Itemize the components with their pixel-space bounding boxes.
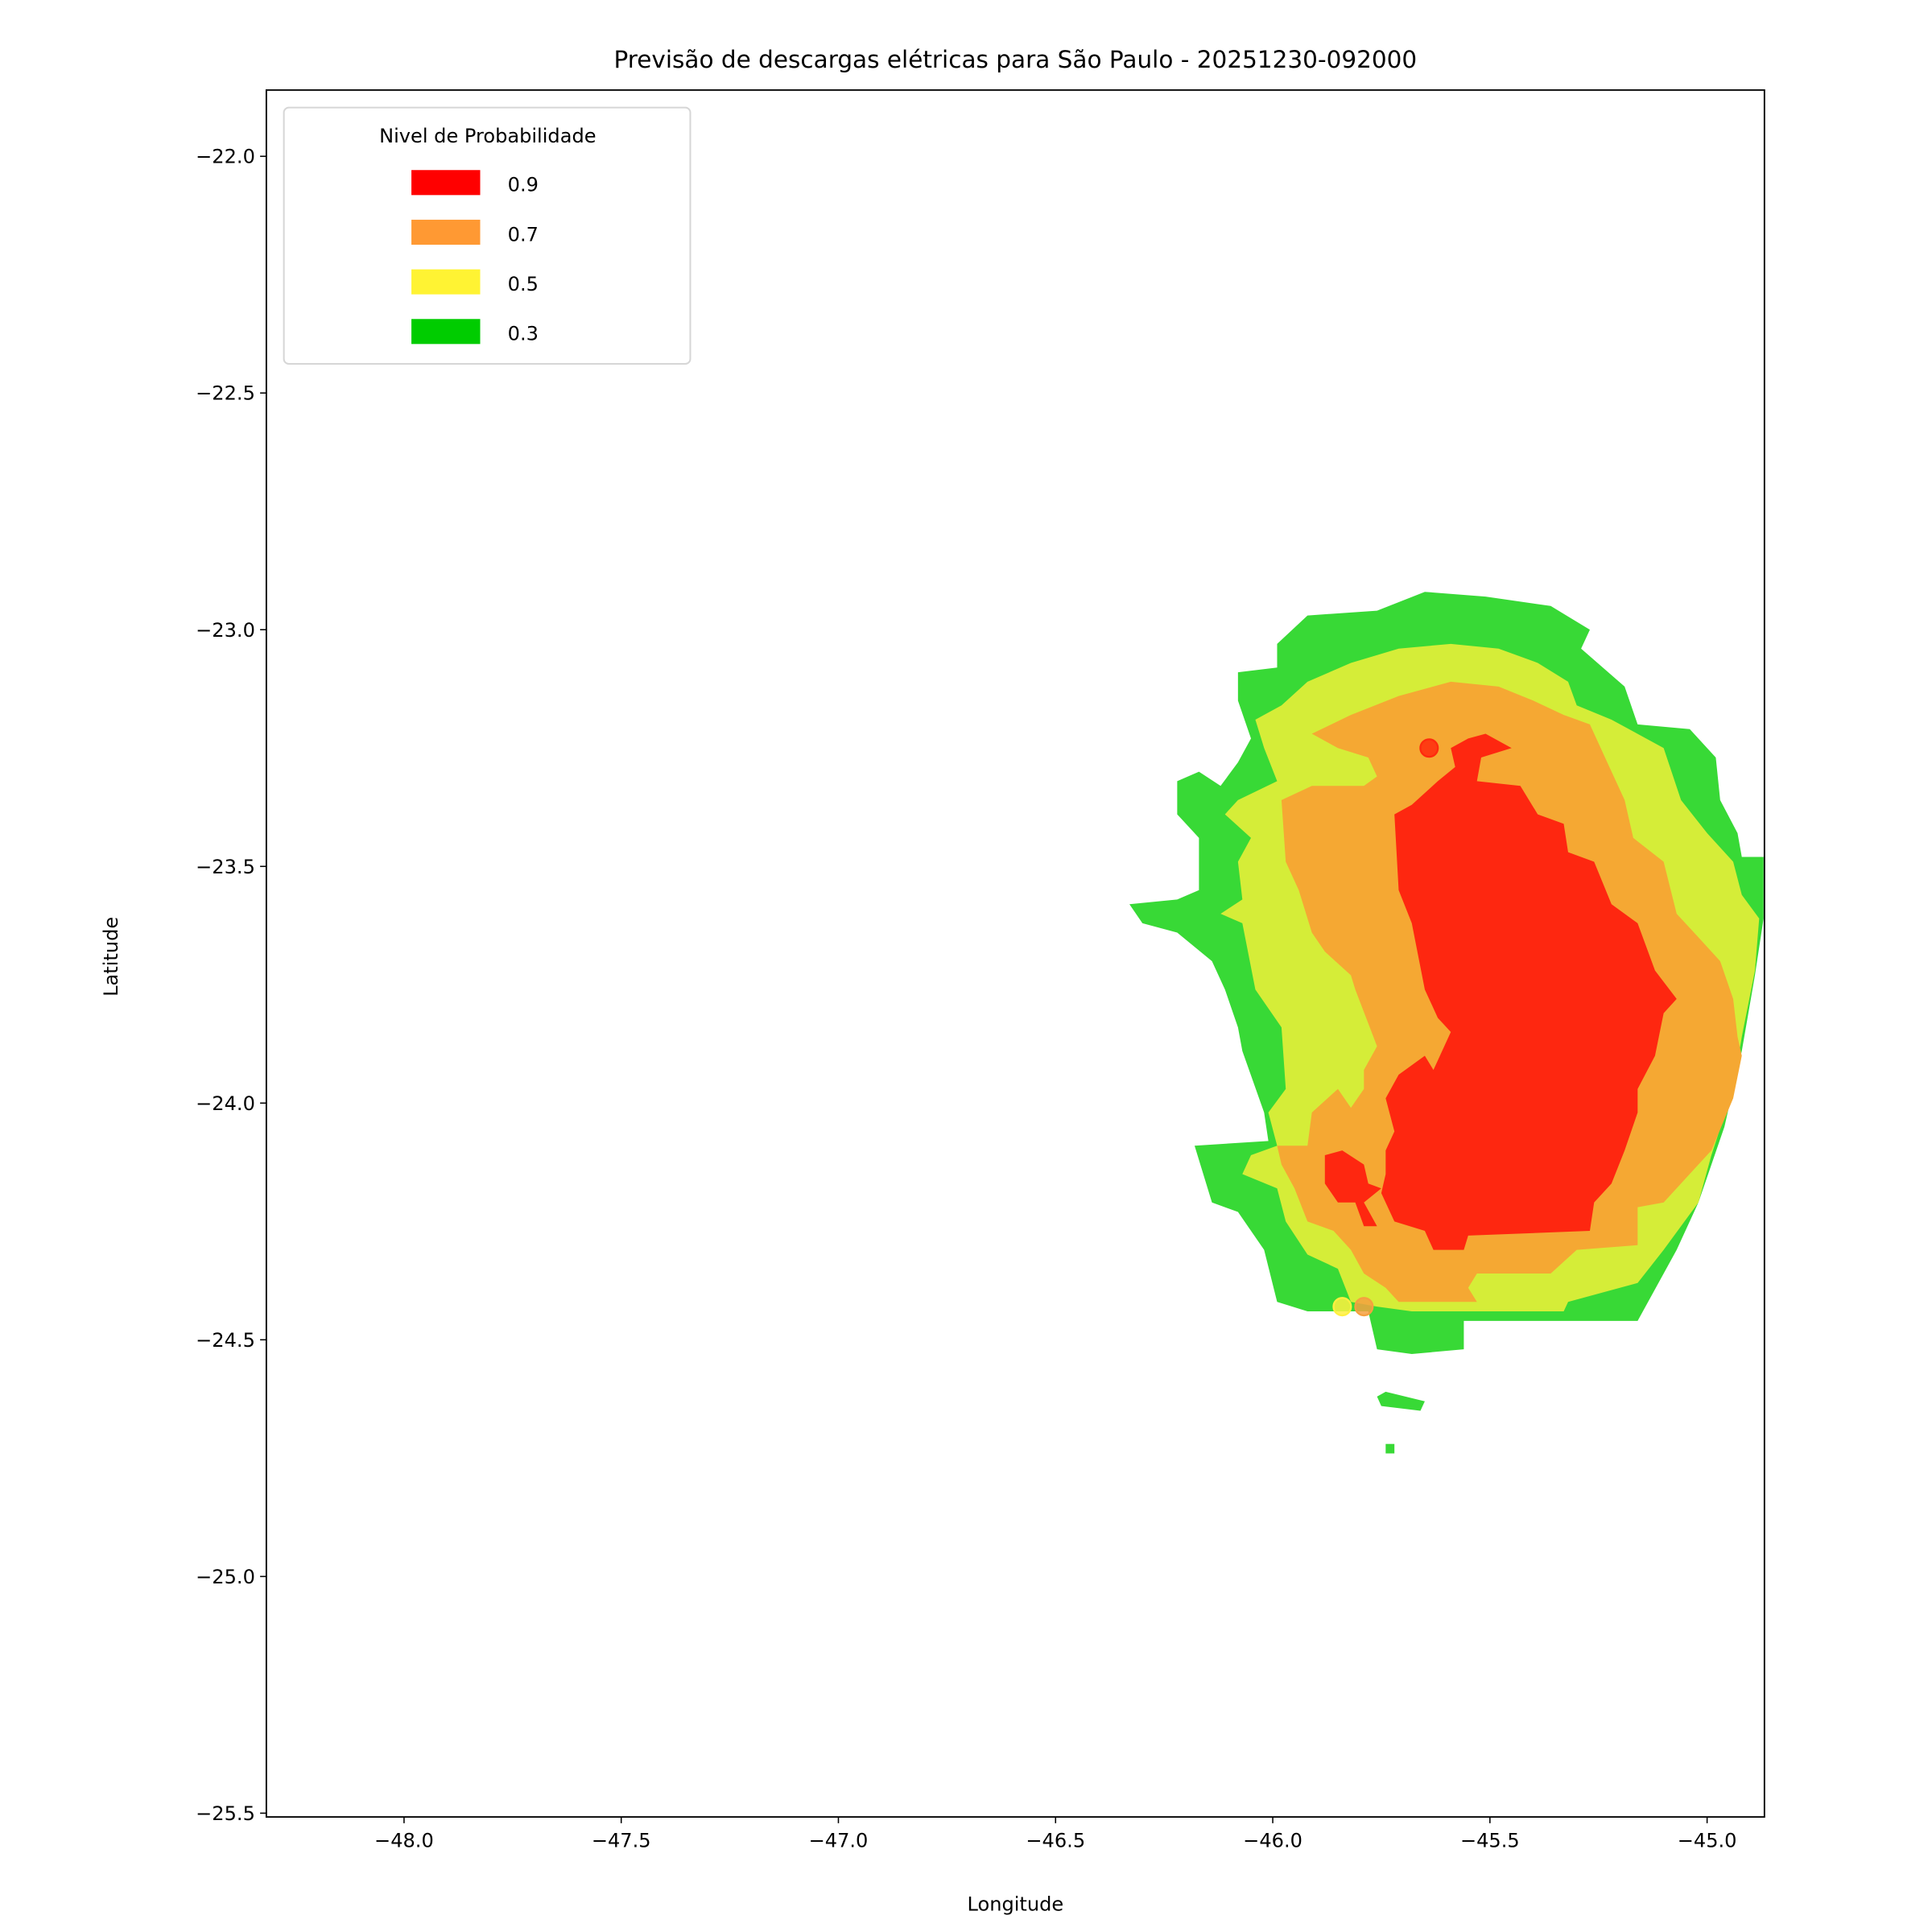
legend-label: 0.7	[508, 223, 539, 246]
y-tick-label: −22.5	[196, 382, 255, 405]
y-tick-label: −25.5	[196, 1802, 255, 1825]
legend: Nivel de Probabilidade 0.9 0.7 0.5 0.3	[283, 106, 691, 365]
contour-level-0-9-region	[1324, 1150, 1381, 1227]
x-tick-label: −46.5	[1026, 1829, 1085, 1852]
x-tick-label: −47.5	[592, 1829, 651, 1852]
y-tick-label: −24.0	[196, 1092, 255, 1115]
observation-point	[1332, 1297, 1352, 1317]
axes-frame	[265, 89, 1765, 1818]
x-tick-label: −45.5	[1460, 1829, 1520, 1852]
point-layer	[1332, 738, 1439, 1317]
y-tick-label: −25.0	[196, 1566, 255, 1588]
chart-title: Previsão de descargas elétricas para São…	[613, 46, 1417, 73]
y-axis: −22.0 −22.5 −23.0 −23.5 −24.0 −24.5 −25.0 −25.5	[196, 146, 266, 1825]
legend-box	[283, 106, 691, 365]
contour-level-0-3-region	[1385, 1443, 1395, 1454]
legend-title: Nivel de Probabilidade	[379, 125, 596, 147]
y-axis-label: Latitude	[100, 917, 122, 997]
observation-point	[1354, 1297, 1374, 1317]
x-axis: −48.0 −47.5 −47.0 −46.5 −46.0 −45.5 −45.0	[374, 1817, 1736, 1852]
legend-label: 0.3	[508, 323, 539, 345]
y-tick-label: −23.5	[196, 856, 255, 878]
contour-level-0-3-region	[1377, 1391, 1425, 1411]
x-tick-label: −47.0	[809, 1829, 869, 1852]
legend-label: 0.5	[508, 273, 539, 295]
legend-swatch	[411, 170, 481, 196]
x-axis-label: Longitude	[968, 1893, 1064, 1916]
x-tick-label: −45.0	[1678, 1829, 1737, 1852]
contour-level-0-9-region	[1381, 733, 1677, 1250]
x-tick-label: −46.0	[1243, 1829, 1302, 1852]
y-tick-label: −22.0	[196, 146, 255, 168]
legend-label: 0.9	[508, 174, 539, 196]
y-tick-label: −23.0	[196, 619, 255, 642]
legend-swatch	[411, 319, 481, 345]
legend-swatch	[411, 269, 481, 295]
legend-swatch	[411, 219, 481, 245]
observation-point	[1419, 738, 1439, 758]
x-tick-label: −48.0	[374, 1829, 434, 1852]
contour-layer	[1129, 592, 1764, 1454]
y-tick-label: −24.5	[196, 1329, 255, 1352]
